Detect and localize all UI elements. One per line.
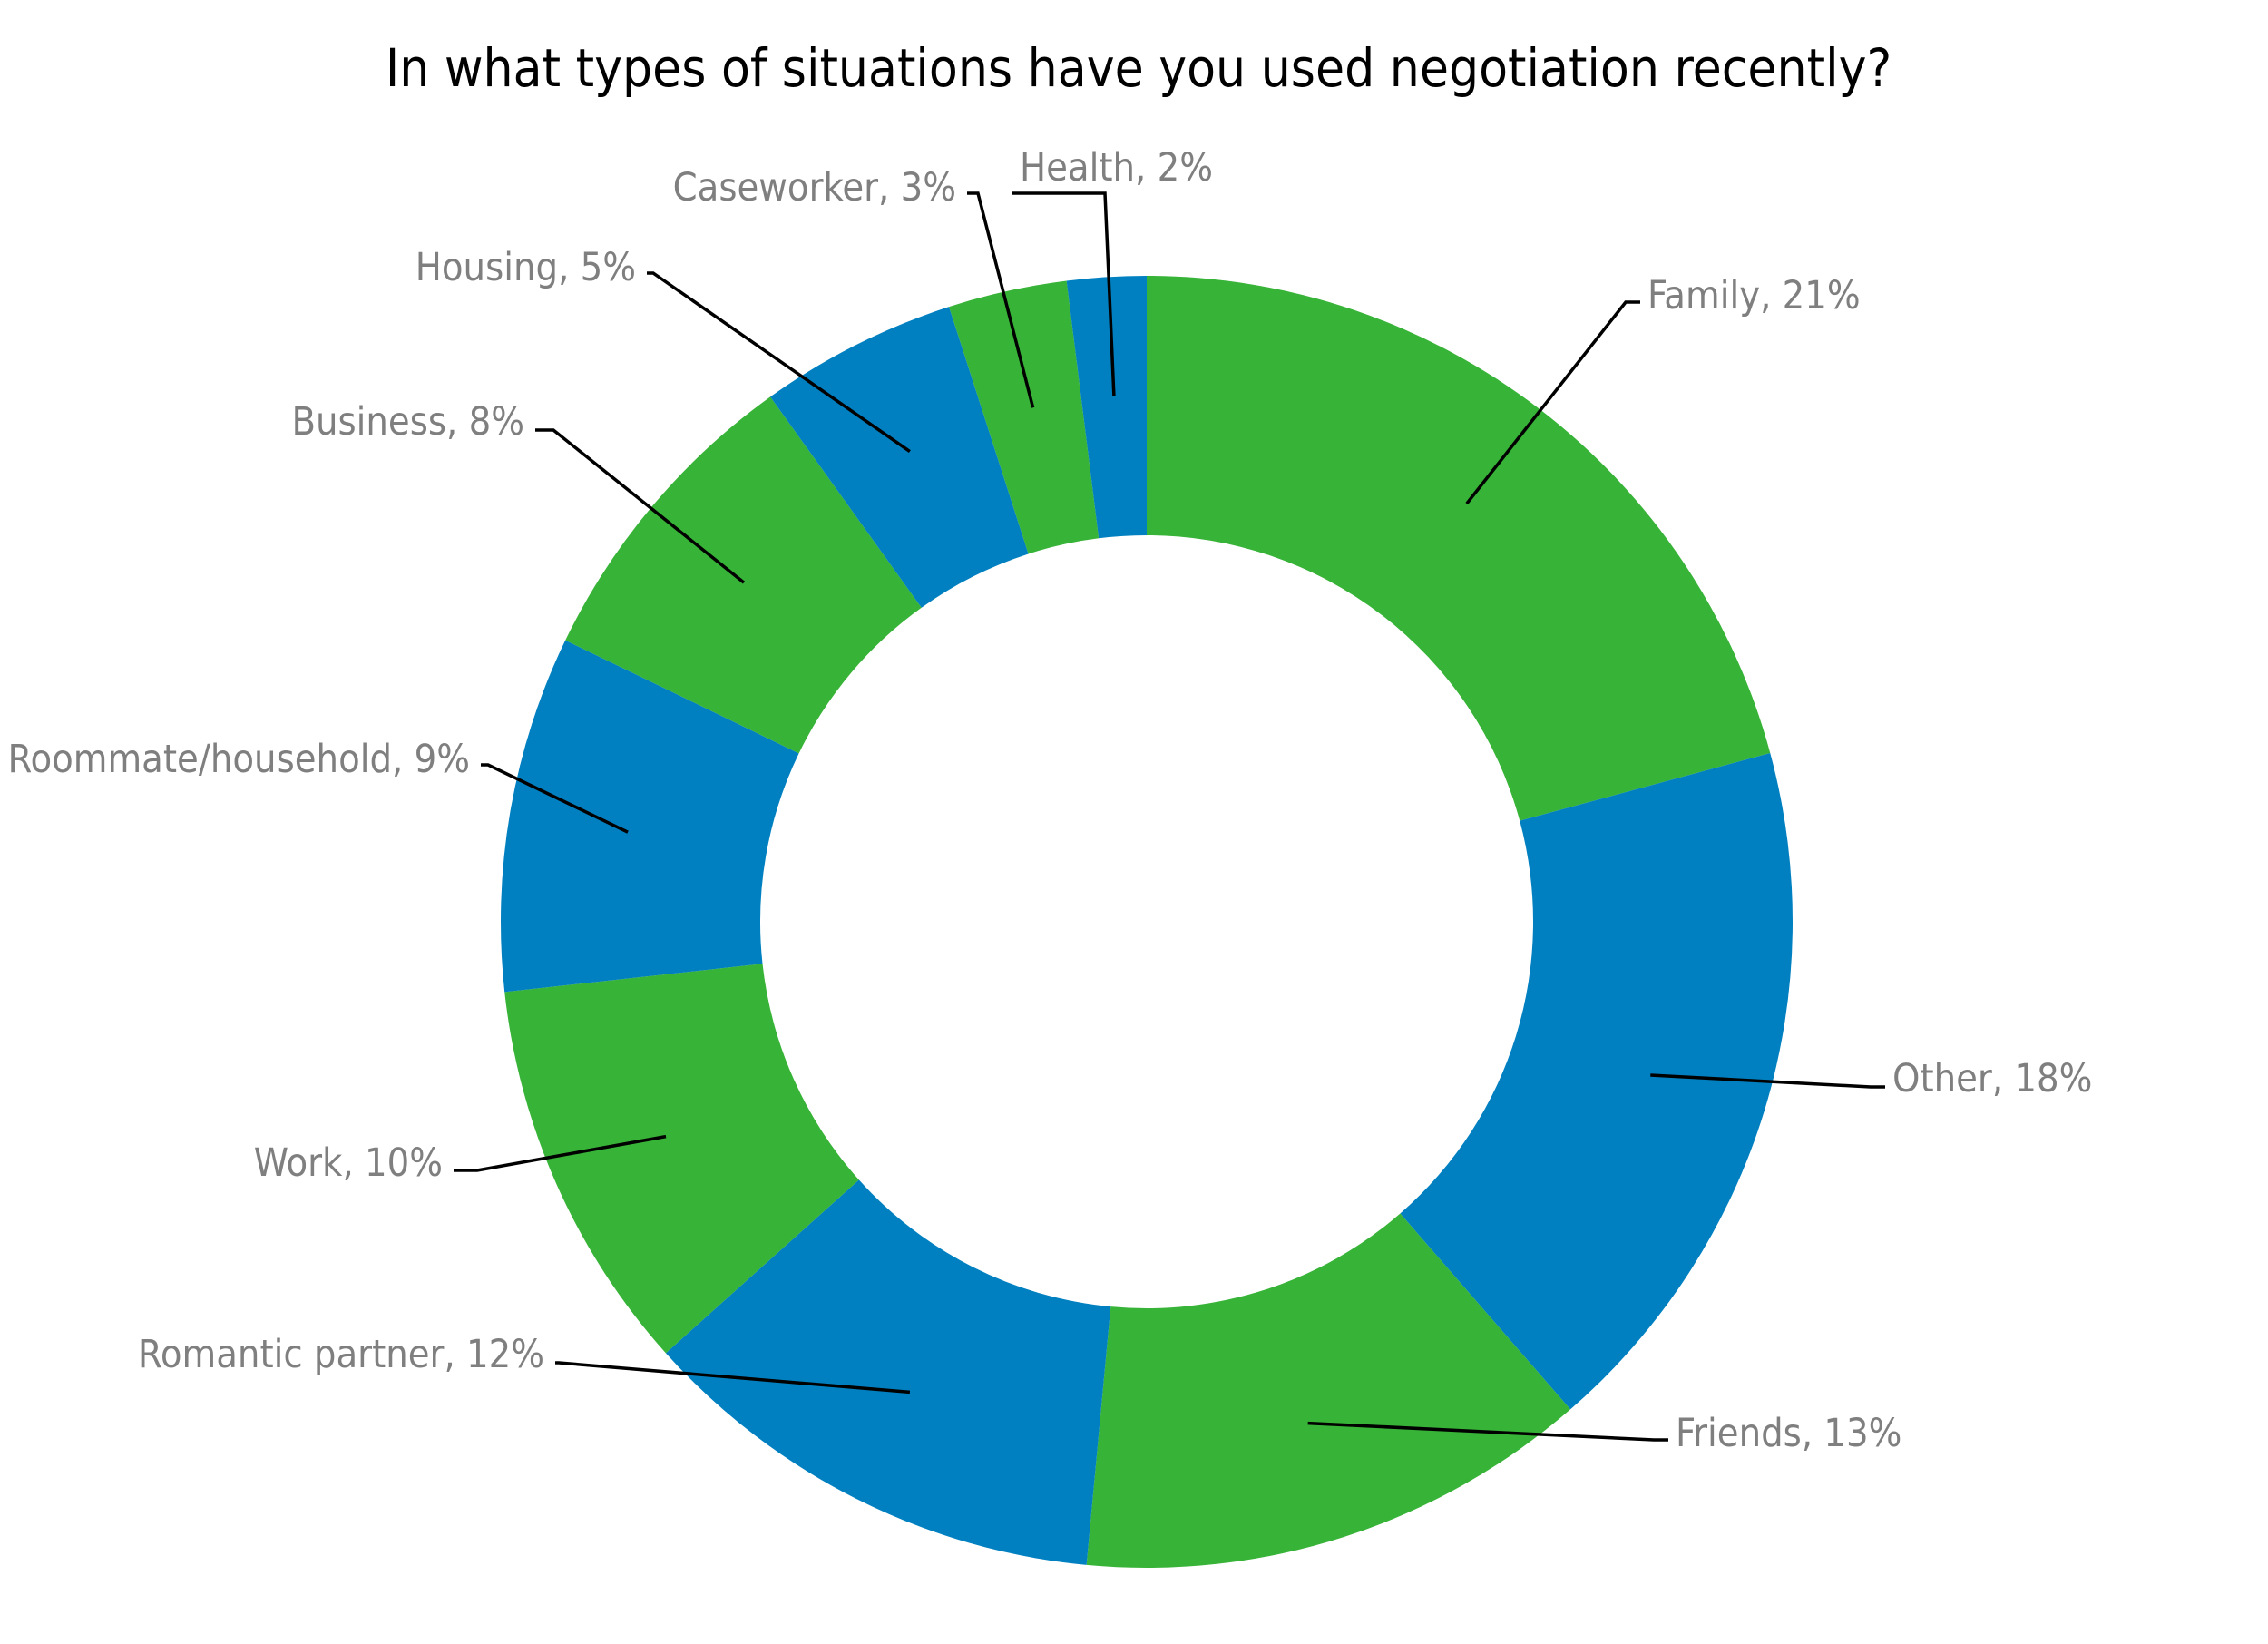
leader-line-romantic-partner	[555, 1361, 911, 1394]
slice-label-roommate-household: Roommate/household, 9%	[8, 737, 470, 782]
leader-line-health	[1012, 191, 1116, 396]
slice-label-caseworker: Caseworker, 3%	[673, 165, 956, 210]
leader-line-work	[454, 1134, 667, 1172]
slice-label-housing: Housing, 5%	[415, 245, 636, 290]
leader-line-business	[535, 428, 746, 584]
donut-slices	[501, 276, 1793, 1568]
slice-family	[1147, 276, 1771, 821]
leader-line-housing	[647, 271, 911, 454]
leader-lines	[454, 191, 1885, 1442]
slice-romantic-partner	[665, 1179, 1111, 1565]
slice-label-family: Family, 21%	[1647, 273, 1861, 318]
slice-caseworker	[949, 280, 1100, 554]
leader-line-caseworker	[967, 191, 1035, 408]
slice-health	[1066, 276, 1147, 539]
leader-line-other	[1650, 1073, 1885, 1089]
slice-label-romantic-partner: Romantic partner, 12%	[138, 1332, 544, 1377]
slice-label-health: Health, 2%	[1020, 145, 1213, 191]
slice-roommate-household	[501, 640, 799, 993]
leader-line-roommate-household	[481, 763, 629, 834]
slice-label-work: Work, 10%	[254, 1140, 443, 1186]
leader-line-family	[1465, 300, 1640, 505]
slice-housing	[770, 307, 1029, 608]
slice-friends	[1086, 1213, 1571, 1568]
leader-line-friends	[1307, 1421, 1668, 1442]
slice-label-other: Other, 18%	[1892, 1056, 2092, 1101]
slice-label-friends: Friends, 13%	[1676, 1411, 1901, 1456]
slice-work	[504, 964, 859, 1354]
slice-label-business: Business, 8%	[291, 399, 524, 445]
slice-business	[565, 396, 922, 754]
chart-title: In what types of situations have you use…	[386, 37, 1892, 99]
slice-other	[1400, 752, 1793, 1410]
slice-labels: Family, 21% Other, 18% Friends, 13% Romanti…	[8, 145, 2093, 1456]
